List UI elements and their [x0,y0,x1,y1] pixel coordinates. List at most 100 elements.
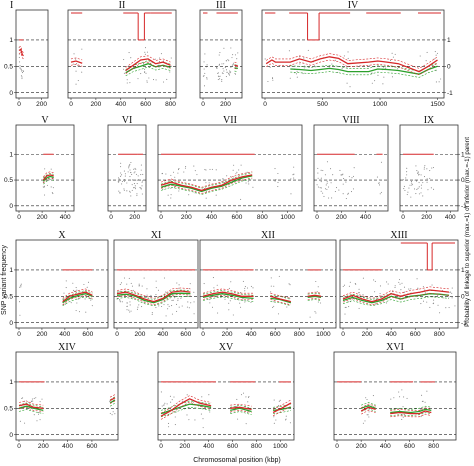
x-tick-label: 0 [115,331,119,338]
green-frequency-band-upper [116,289,191,300]
snp-point [347,193,349,195]
snp-point [50,168,52,170]
snp-point [174,176,176,178]
x-tick-label: 400 [445,214,456,221]
snp-point [129,304,131,306]
x-tick-label: 0 [17,214,21,221]
red-frequency-band-lower [18,52,24,60]
snp-point [19,314,21,316]
x-tick-label: 200 [421,214,432,221]
snp-point [399,283,401,285]
snp-point [202,418,204,420]
snp-point [21,76,23,78]
snp-point [270,291,272,293]
snp-point [240,164,242,166]
snp-point [315,280,317,283]
snp-point [130,282,132,284]
snp-point [134,187,136,189]
x-tick-label: 600 [404,443,415,450]
snp-point [403,185,405,188]
green-frequency-line [62,293,93,304]
snp-point [161,172,164,175]
snp-point [119,299,121,301]
snp-point [163,277,165,279]
snp-point [217,79,219,81]
red-frequency-band-lower [307,298,322,300]
snp-point [293,173,295,175]
snp-point [289,297,291,299]
snp-point [109,401,111,403]
snp-point [192,401,195,403]
x-tick-label: 0 [69,101,73,108]
snp-point [204,72,206,74]
snp-point [188,307,190,309]
snp-point [128,190,131,192]
snp-point [151,313,153,315]
red-frequency-line [160,398,212,417]
snp-point [174,297,176,299]
snp-point [117,177,120,179]
snp-point [22,397,24,399]
green-frequency-band-lower [109,402,116,407]
snp-point [160,53,162,55]
y-tick-label-left: 0 [9,90,13,97]
snp-point [228,302,230,304]
x-tick-label: 600 [82,331,93,338]
snp-point [19,286,21,288]
y-tick-label-left: 0.5 [4,406,13,413]
snp-point [76,63,78,65]
snp-point [432,166,435,169]
snp-point [358,288,360,290]
snp-point [141,306,143,308]
snp-point [435,81,437,83]
snp-point [237,418,239,420]
green-frequency-band-upper [390,405,432,410]
snp-point [160,391,162,393]
snp-point [406,167,408,169]
snp-point [436,52,438,54]
snp-point [426,390,428,392]
snp-point [193,313,195,315]
snp-point [275,419,277,421]
snp-point [83,283,85,286]
snp-point [19,65,21,67]
snp-point [223,47,225,49]
x-tick-label: 800 [434,331,445,338]
snp-point [348,176,350,178]
snp-point [346,66,348,68]
snp-point [378,182,380,184]
snp-point [114,413,116,415]
snp-point [289,284,291,286]
snp-point [420,416,422,418]
snp-point [224,298,226,300]
snp-point [289,422,291,424]
snp-point [326,161,329,163]
red-frequency-line [62,291,93,303]
x-tick-label: 200 [220,101,231,108]
snp-point [218,76,220,78]
snp-point [152,79,155,81]
x-tick-label: 0 [341,331,345,338]
green-frequency-band-lower [342,296,450,307]
x-tick-label: 0 [315,214,319,221]
snp-point [41,398,43,400]
snp-point [44,194,46,196]
snp-point [234,73,237,75]
snp-point [206,77,208,79]
snp-point [433,302,435,304]
snp-point [343,284,346,286]
snp-point [206,64,208,66]
snp-point [221,80,223,82]
x-tick-label: 400 [60,214,71,221]
snp-point [131,173,133,176]
snp-point [232,62,234,64]
snp-point [438,81,440,83]
snp-point [126,309,128,311]
snp-point [342,285,344,287]
x-tick-label: 800 [257,214,268,221]
snp-point [329,168,332,170]
snp-point [278,400,280,402]
snp-point [185,165,187,168]
snp-point [126,182,128,184]
x-tick-label: 600 [232,214,243,221]
